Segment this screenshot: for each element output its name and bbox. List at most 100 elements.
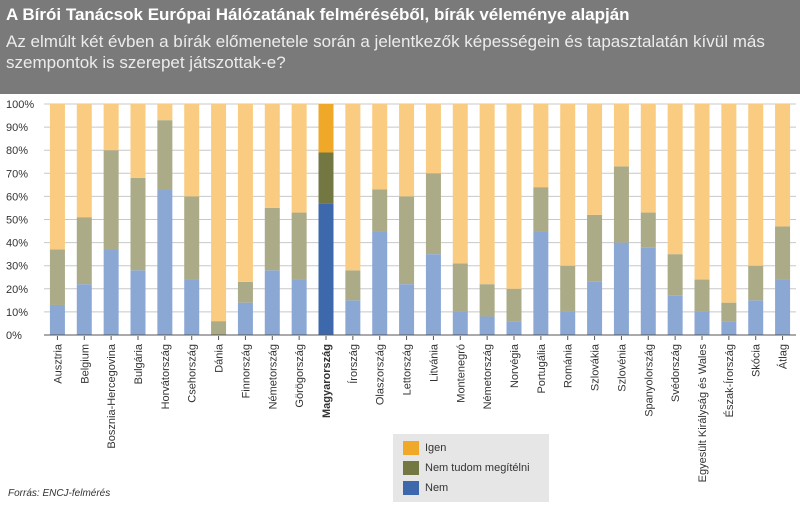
bar-segment-nem-tudom: [721, 302, 737, 322]
bar-segment-nem-tudom: [184, 196, 200, 280]
bar-segment-igen: [399, 104, 415, 197]
y-tick-label: 40%: [6, 238, 28, 250]
bar-segment-nem: [237, 302, 253, 335]
bar-segment-igen: [452, 104, 468, 264]
bar-segment-igen: [748, 104, 764, 266]
chart-area: 0% 10% 20% 30% 40% 50% 60% 70% 80% 90% 100% Ausztri…: [0, 94, 800, 505]
x-tick-label: Olaszország: [375, 344, 387, 405]
bar-segment-nem-tudom: [613, 166, 629, 243]
bar-segment-nem-tudom: [694, 279, 710, 312]
source-note: Forrás: ENCJ-felmérés: [8, 488, 111, 499]
bar-segment-nem-tudom: [775, 226, 791, 280]
bar-segment-nem: [667, 295, 683, 335]
bar-segment-nem-tudom: [748, 265, 764, 301]
bar-segment-nem-tudom: [506, 288, 522, 322]
y-tick-label: 60%: [6, 191, 28, 203]
bar-segment-nem: [372, 231, 388, 335]
bar-segment-igen: [264, 104, 280, 208]
y-tick-label: 20%: [6, 284, 28, 296]
x-tick-label: Csehország: [187, 344, 199, 403]
bar-segment-igen: [291, 104, 307, 213]
bar-segment-nem-tudom: [103, 150, 119, 250]
x-tick-label: Skócia: [751, 343, 763, 377]
bar-segment-nem-tudom: [587, 214, 603, 282]
bar-segment-nem-tudom: [560, 265, 576, 312]
y-tick-label: 30%: [6, 261, 28, 273]
x-tick-label: Bosznia-Hercegovina: [106, 343, 118, 448]
bar-segment-nem: [76, 284, 92, 335]
bar-segment-nem-tudom: [345, 270, 361, 301]
bar-segment-nem: [748, 300, 764, 335]
bar-segment-igen: [533, 104, 549, 188]
legend-swatch-igen: [403, 441, 419, 455]
x-tick-label: Montenegró: [455, 344, 467, 403]
bar-segment-nem-tudom: [76, 217, 92, 285]
bar-segment-nem: [613, 242, 629, 335]
bar-segment-nem: [399, 284, 415, 335]
bar-segment-nem: [264, 270, 280, 335]
x-tick-label: Finnország: [240, 344, 252, 398]
bar-segment-nem-tudom: [479, 284, 495, 317]
x-tick-label: Szlovénia: [616, 343, 628, 392]
x-tick-label: Belgium: [79, 344, 91, 384]
y-tick-label: 70%: [6, 168, 28, 180]
legend-swatch-nem: [403, 481, 419, 495]
y-tick-label: 10%: [6, 307, 28, 319]
bar-segment-nem: [694, 311, 710, 335]
x-tick-label: Németország: [267, 344, 279, 409]
x-tick-label: Magyarország: [321, 344, 333, 418]
chart-subtitle: Az elmúlt két évben a bírák előmenetele …: [6, 32, 765, 72]
bar-segment-igen: [76, 104, 92, 218]
bar-segment-igen: [721, 104, 737, 303]
y-tick-label: 80%: [6, 145, 28, 157]
bar-segment-igen: [49, 104, 65, 250]
bar-segment-igen: [211, 104, 227, 322]
bar-segment-nem: [425, 254, 441, 335]
bar-segment-igen: [479, 104, 495, 285]
x-tick-label: Litvánia: [428, 343, 440, 382]
bar-segment-igen: [157, 104, 173, 121]
legend-label-igen: Igen: [425, 442, 447, 454]
bar-segment-igen: [694, 104, 710, 280]
bar-segment-igen: [130, 104, 146, 178]
x-tick-label: Lettország: [402, 344, 414, 395]
bar-segment-nem: [775, 279, 791, 335]
bar-segment-nem: [452, 311, 468, 335]
x-tick-label: Észak-Írország: [723, 344, 736, 417]
y-tick-label: 50%: [6, 215, 28, 227]
x-tick-label: Egyesült Királyság és Wales: [697, 344, 709, 483]
bar-segment-nem: [640, 247, 656, 335]
y-tick-label: 100%: [6, 99, 34, 111]
bar-segment-nem-tudom: [291, 212, 307, 280]
x-tick-label: Svédország: [670, 344, 682, 402]
bar-segment-nem: [721, 321, 737, 335]
bar-segment-nem-tudom: [264, 207, 280, 271]
bar-segment-nem: [345, 300, 361, 335]
bar-segment-nem-tudom: [318, 152, 334, 204]
bar-segment-nem: [479, 316, 495, 335]
bar-segment-nem-tudom: [237, 281, 253, 303]
x-tick-label: Átlag: [777, 344, 790, 369]
bar-segment-nem: [587, 281, 603, 335]
chart-title: A Bírói Tanácsok Európai Hálózatának fel…: [6, 5, 630, 24]
bar-segment-igen: [425, 104, 441, 174]
legend-label-nem-tudom: Nem tudom megítélni: [425, 462, 530, 474]
x-tick-label: Görögország: [294, 344, 306, 408]
bar-segment-nem-tudom: [130, 177, 146, 271]
bar-segment-igen: [667, 104, 683, 255]
x-tick-label: Dánia: [214, 343, 226, 373]
bar-segment-nem-tudom: [372, 189, 388, 232]
bar-segment-nem: [318, 203, 334, 335]
bar-segment-nem: [506, 321, 522, 335]
legend-swatch-nem-tudom: [403, 461, 419, 475]
stacked-bar-chart: 0% 10% 20% 30% 40% 50% 60% 70% 80% 90% 100% Ausztri…: [6, 99, 796, 483]
bar-segment-igen: [640, 104, 656, 213]
bar-segment-nem: [130, 270, 146, 335]
x-tick-label: Németország: [482, 344, 494, 409]
x-tick-label: Norvégia: [509, 343, 521, 388]
chart-legend: Igen Nem tudom megítélni Nem: [393, 434, 549, 502]
bar-segment-nem: [560, 311, 576, 335]
x-tick-label: Portugália: [536, 343, 548, 393]
bar-segment-nem: [49, 304, 65, 335]
x-tick-label: Szlovákia: [590, 343, 602, 391]
